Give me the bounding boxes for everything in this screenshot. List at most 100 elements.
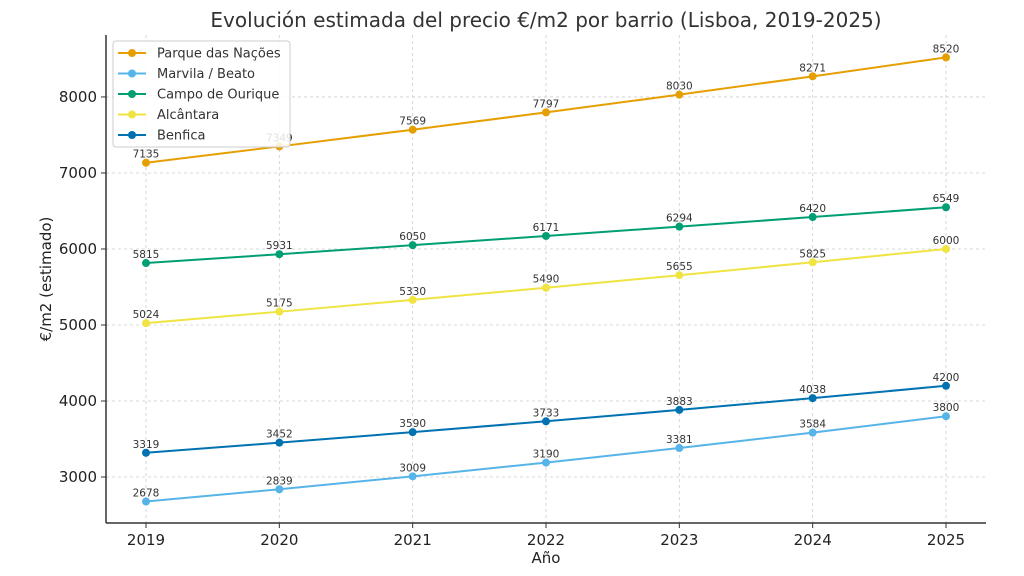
data-point — [942, 381, 950, 390]
legend-item: Campo de Ourique — [118, 88, 279, 103]
data-point — [142, 319, 150, 328]
x-tick-label: 2020 — [260, 531, 298, 549]
data-label: 4038 — [799, 384, 826, 396]
x-tick-label: 2019 — [127, 531, 165, 549]
x-tick-label: 2025 — [927, 531, 965, 549]
y-tick-label: 8000 — [59, 88, 97, 106]
data-point — [542, 283, 550, 292]
data-label: 7135 — [133, 149, 160, 161]
legend-label: Benfica — [157, 129, 205, 144]
data-point — [408, 472, 417, 481]
data-label: 7797 — [533, 98, 560, 110]
data-label: 5175 — [266, 298, 293, 310]
data-label: 8030 — [666, 81, 693, 93]
data-label: 3381 — [666, 434, 693, 446]
legend-item: Parque das Nações — [118, 47, 281, 62]
data-label: 3590 — [399, 418, 426, 430]
data-label: 8271 — [799, 62, 826, 74]
x-tick-label: 2024 — [794, 531, 832, 549]
y-tick-label: 3000 — [59, 468, 97, 486]
data-point — [142, 497, 150, 506]
data-point — [675, 90, 684, 99]
data-label: 3319 — [133, 439, 160, 451]
y-axis-ticks: 3000 4000 5000 6000 7000 8000 — [59, 88, 106, 486]
x-axis-label: Año — [532, 549, 561, 567]
data-point — [675, 405, 684, 414]
legend-label: Alcântara — [157, 108, 219, 123]
data-label: 3584 — [799, 419, 826, 431]
y-tick-label: 5000 — [59, 316, 97, 334]
chart-title: Evolución estimada del precio €/m2 por b… — [210, 8, 881, 32]
data-label: 6000 — [933, 235, 960, 247]
legend-marker — [128, 110, 136, 119]
data-point — [675, 444, 684, 453]
data-label: 6549 — [933, 193, 960, 205]
x-tick-label: 2022 — [527, 531, 565, 549]
data-label: 5024 — [133, 309, 160, 321]
data-label: 3883 — [666, 396, 693, 408]
x-axis-ticks: 2019 2020 2021 2022 2023 2024 2025 — [127, 523, 965, 549]
data-point — [808, 72, 817, 81]
data-label: 4200 — [933, 372, 960, 384]
data-point — [675, 271, 684, 280]
data-point — [542, 417, 550, 426]
data-label: 3190 — [533, 449, 560, 461]
legend-marker — [128, 90, 136, 98]
data-point — [542, 458, 550, 467]
series-campo-de-ourique: 5815 5931 6050 6171 6294 6420 6549 — [133, 193, 960, 268]
data-point — [675, 222, 684, 231]
data-point — [142, 259, 150, 268]
data-point — [942, 203, 950, 212]
series-alc-ntara: 5024 5175 5330 5490 5655 5825 6000 — [133, 235, 960, 328]
y-axis-label: €/m2 (estimado) — [37, 217, 55, 342]
data-point — [542, 231, 550, 240]
series-benfica: 3319 3452 3590 3733 3883 4038 4200 — [133, 372, 960, 457]
data-label: 5931 — [266, 240, 293, 252]
legend-marker — [128, 49, 136, 57]
data-label: 5655 — [666, 261, 693, 273]
y-tick-label: 7000 — [59, 164, 97, 182]
data-point — [275, 485, 284, 494]
x-tick-label: 2023 — [660, 531, 698, 549]
legend-marker — [128, 131, 136, 139]
data-point — [275, 250, 284, 259]
data-point — [942, 53, 950, 62]
data-point — [808, 213, 817, 222]
data-label: 3800 — [933, 402, 960, 414]
x-tick-label: 2021 — [394, 531, 432, 549]
y-tick-label: 6000 — [59, 240, 97, 258]
data-label: 5330 — [399, 286, 426, 298]
data-point — [942, 244, 950, 253]
legend-box — [112, 40, 291, 148]
axes-frame — [105, 35, 986, 524]
legend-marker — [128, 69, 136, 78]
data-point — [808, 428, 817, 437]
legend-label: Parque das Nações — [157, 47, 281, 62]
data-point — [408, 125, 417, 134]
series-group: 7135734975697797803082718520267828393009… — [133, 43, 960, 506]
legend-label: Marvila / Beato — [157, 67, 255, 82]
series-marvila-beato: 2678 2839 3009 3190 3381 3584 3800 — [133, 402, 960, 506]
data-point — [408, 295, 417, 304]
data-label: 2839 — [266, 475, 293, 487]
legend-item: Marvila / Beato — [118, 67, 255, 82]
data-point — [808, 394, 817, 403]
data-point — [408, 241, 417, 250]
legend-item: Benfica — [118, 129, 205, 144]
data-label: 6050 — [399, 231, 426, 243]
data-label: 3733 — [533, 407, 560, 419]
data-label: 6420 — [799, 203, 826, 215]
legend-label: Campo de Ourique — [157, 88, 279, 103]
data-label: 6171 — [533, 222, 560, 234]
data-point — [142, 448, 150, 457]
y-tick-label: 4000 — [59, 392, 97, 410]
data-point — [408, 428, 417, 437]
data-point — [808, 258, 817, 267]
data-point — [275, 307, 284, 316]
data-label: 3009 — [399, 462, 426, 474]
data-label: 8520 — [933, 43, 960, 55]
data-point — [275, 438, 284, 447]
data-label: 6294 — [666, 213, 693, 225]
data-point — [942, 412, 950, 421]
